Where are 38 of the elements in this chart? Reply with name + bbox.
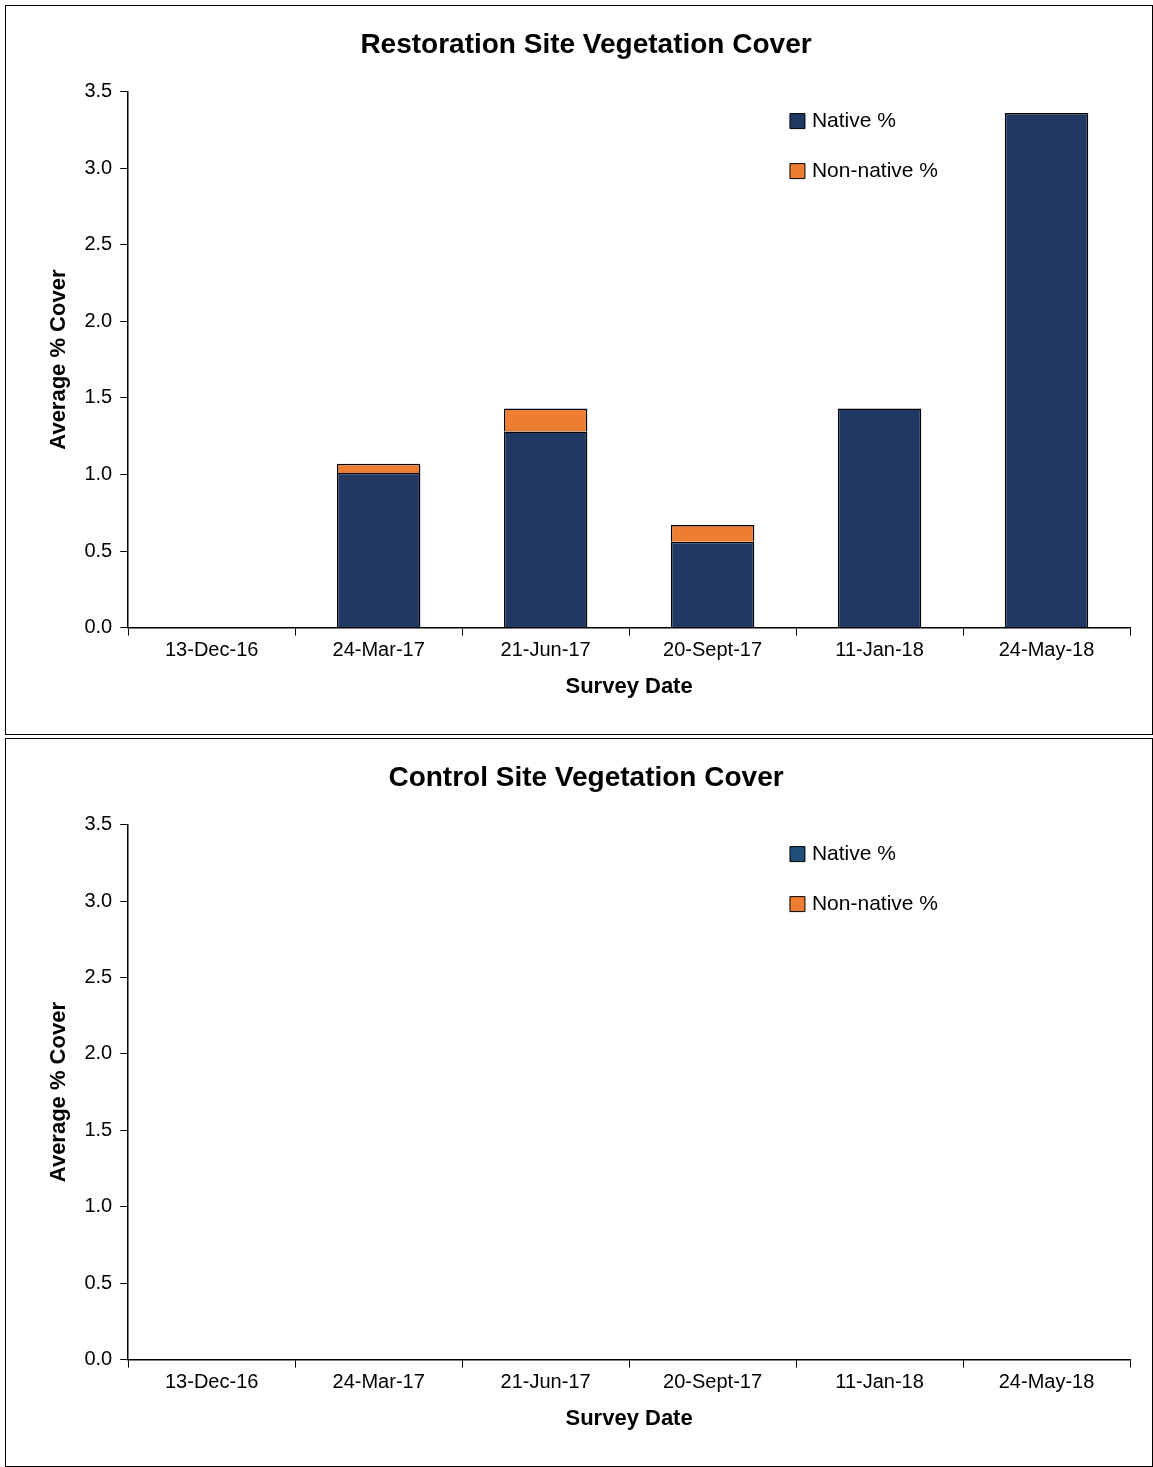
chart-title: Control Site Vegetation Cover	[388, 760, 784, 792]
x-tick-label: 24-May-18	[998, 1370, 1095, 1393]
y-tick-label: 2.5	[84, 232, 113, 255]
x-axis-title: Survey Date	[565, 672, 693, 698]
y-tick-label: 0.0	[84, 1347, 113, 1370]
y-tick-label: 0.5	[84, 538, 113, 561]
y-tick-label: 2.0	[84, 308, 113, 331]
y-tick-label: 0.5	[84, 1270, 113, 1293]
legend-label: Non-native %	[811, 158, 938, 182]
x-axis-title: Survey Date	[565, 1404, 693, 1430]
legend-label: Non-native %	[811, 891, 938, 915]
y-tick-label: 1.5	[84, 385, 113, 408]
y-tick-label: 2.0	[84, 1041, 113, 1064]
x-tick-label: 20-Sept-17	[663, 1370, 763, 1393]
x-tick-label: 24-Mar-17	[332, 638, 425, 661]
y-tick-label: 3.0	[84, 155, 113, 178]
y-tick-label: 3.5	[84, 812, 113, 835]
y-axis-title: Average % Cover	[45, 269, 71, 450]
y-tick-label: 1.0	[84, 461, 113, 484]
x-tick-label: 13-Dec-16	[164, 638, 259, 661]
y-tick-label: 3.0	[84, 888, 113, 911]
x-tick-label: 11-Jan-18	[835, 1370, 924, 1393]
chart-title: Restoration Site Vegetation Cover	[360, 27, 812, 59]
y-tick-label: 2.5	[84, 964, 113, 987]
y-tick-label: 1.0	[84, 1194, 113, 1217]
x-tick-label: 13-Dec-16	[164, 1370, 259, 1393]
y-tick-label: 0.0	[84, 615, 113, 638]
x-tick-label: 20-Sept-17	[663, 638, 763, 661]
y-tick-label: 3.5	[84, 79, 113, 102]
y-tick-label: 1.5	[84, 1117, 113, 1140]
legend-label: Native %	[811, 108, 896, 132]
x-tick-label: 21-Jun-17	[500, 638, 591, 661]
legend-label: Native %	[811, 841, 896, 865]
x-tick-label: 21-Jun-17	[500, 1370, 591, 1393]
y-axis-title: Average % Cover	[45, 1001, 71, 1183]
x-tick-label: 24-Mar-17	[332, 1370, 425, 1393]
x-tick-label: 11-Jan-18	[835, 638, 924, 661]
x-tick-label: 24-May-18	[998, 638, 1095, 661]
